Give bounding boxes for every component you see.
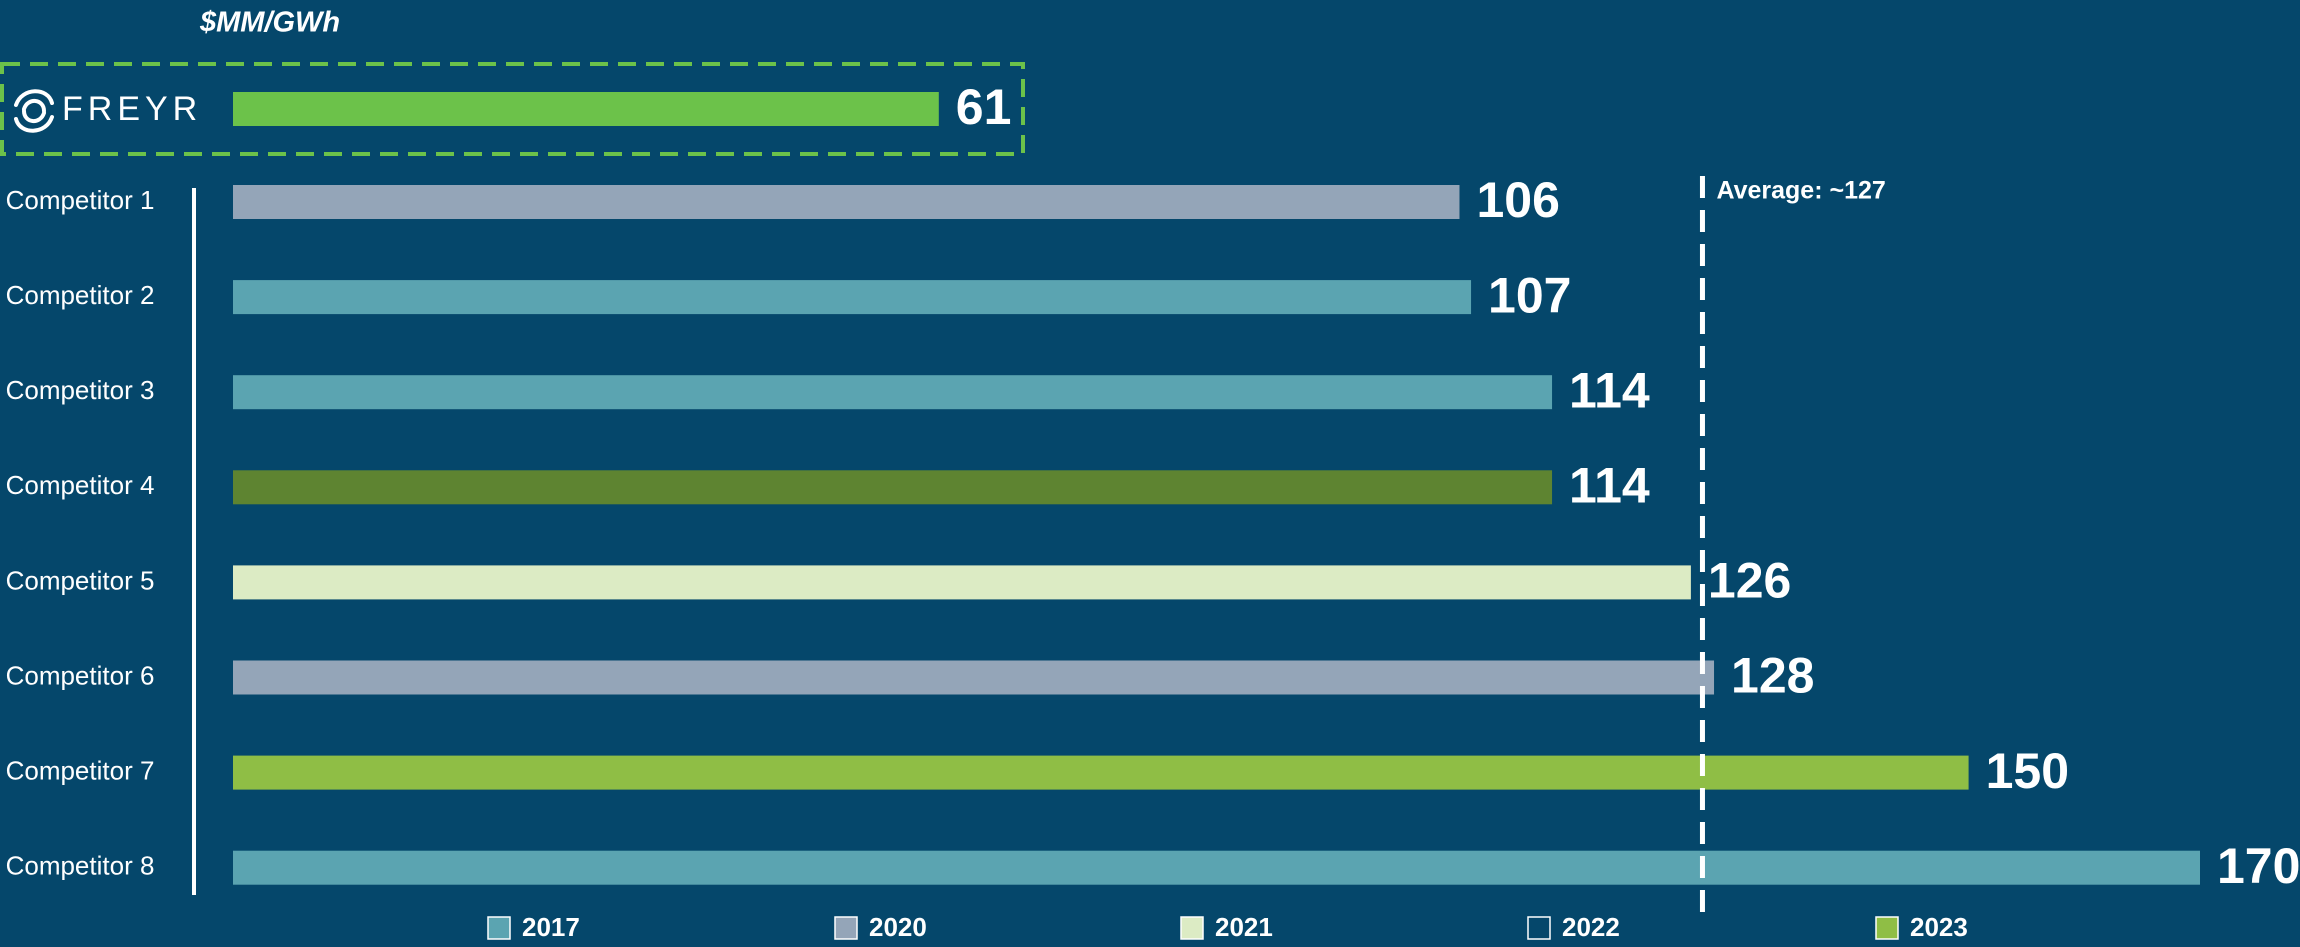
legend-swatch [834, 916, 858, 940]
category-label: Competitor 1 [6, 185, 155, 215]
value-label: 128 [1731, 648, 1814, 704]
bar [233, 470, 1553, 505]
highlight-box [0, 62, 1025, 156]
value-label: 126 [1708, 553, 1791, 609]
category-label: Competitor 8 [6, 851, 155, 881]
bar [233, 660, 1715, 695]
category-label: Competitor 4 [6, 470, 155, 500]
category-label: Competitor 3 [6, 375, 155, 405]
value-label: 106 [1476, 172, 1559, 228]
bar [233, 755, 1969, 790]
average-label: Average: ~127 [1716, 177, 1885, 205]
bar [233, 850, 2200, 885]
bar [233, 185, 1460, 219]
bar [233, 280, 1472, 315]
logo-icon [14, 89, 54, 133]
value-label: 150 [1986, 743, 2069, 799]
legend-label: 2022 [1562, 912, 1620, 942]
category-label: Competitor 5 [6, 565, 155, 595]
legend-label: 2021 [1215, 912, 1273, 942]
unit-label: $MM/GWh [199, 7, 340, 39]
value-label: 114 [1569, 458, 1650, 514]
category-label: Competitor 7 [6, 755, 155, 785]
legend-label: 2023 [1910, 912, 1968, 942]
bar [233, 375, 1553, 410]
category-label: Competitor 6 [6, 660, 155, 690]
legend-label: 2020 [869, 912, 927, 942]
legend-swatch [1527, 916, 1551, 940]
value-label: 61 [956, 79, 1012, 135]
bar [233, 565, 1691, 600]
legend-swatch [487, 916, 511, 940]
legend-label: 2017 [522, 912, 580, 942]
value-label: 107 [1488, 267, 1571, 323]
logo-text: FREYR [62, 90, 202, 128]
bar [233, 92, 939, 126]
legend-swatch [1180, 916, 1204, 940]
value-label: 170 [2217, 838, 2300, 894]
category-label: Competitor 2 [6, 280, 155, 310]
value-label: 114 [1569, 362, 1650, 418]
legend-swatch [1875, 916, 1899, 940]
